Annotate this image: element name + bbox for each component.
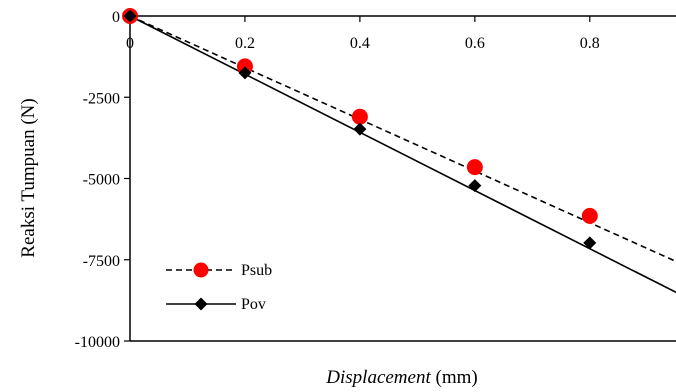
y-tick-label: -10000 (75, 334, 120, 351)
y-tick-label: -2500 (83, 90, 120, 107)
data-markers (122, 8, 598, 250)
axis-ticks: 0 -2500 -5000 -7500 -10000 0 0.2 0.4 0.6 0.8 (75, 9, 600, 351)
legend: Psub Pov (166, 262, 272, 313)
y-tick-label: -5000 (83, 172, 120, 189)
y-axis-title: Reaksi Tumpuan (N) (18, 98, 39, 257)
series-trendline-psub (129, 15, 676, 263)
data-point-psub (581, 207, 598, 224)
data-point-pov (583, 236, 597, 250)
x-axis-title: Displacement (mm) (325, 367, 477, 388)
x-axis-title-main: Displacement (325, 367, 431, 388)
trend-lines (129, 15, 676, 294)
data-point-pov (238, 66, 252, 80)
data-point-pov (468, 179, 482, 193)
x-tick-label: 0.4 (350, 35, 370, 52)
series-trendline-pov (129, 15, 676, 294)
data-point-psub (466, 159, 483, 176)
legend-marker-pov (194, 297, 208, 311)
legend-label-psub: Psub (241, 262, 272, 279)
y-tick-label: 0 (112, 9, 120, 26)
data-point-pov (353, 122, 367, 136)
x-axis-title-unit: (mm) (436, 367, 478, 388)
plot-frame (129, 15, 676, 342)
legend-label-pov: Pov (241, 296, 266, 313)
x-tick-label: 0.2 (235, 35, 255, 52)
y-tick-label: -7500 (83, 253, 120, 270)
legend-marker-psub (193, 262, 209, 278)
x-tick-label: 0.6 (465, 35, 485, 52)
x-tick-label: 0.8 (580, 35, 600, 52)
data-point-psub (351, 108, 368, 125)
x-tick-label: 0 (126, 35, 134, 52)
